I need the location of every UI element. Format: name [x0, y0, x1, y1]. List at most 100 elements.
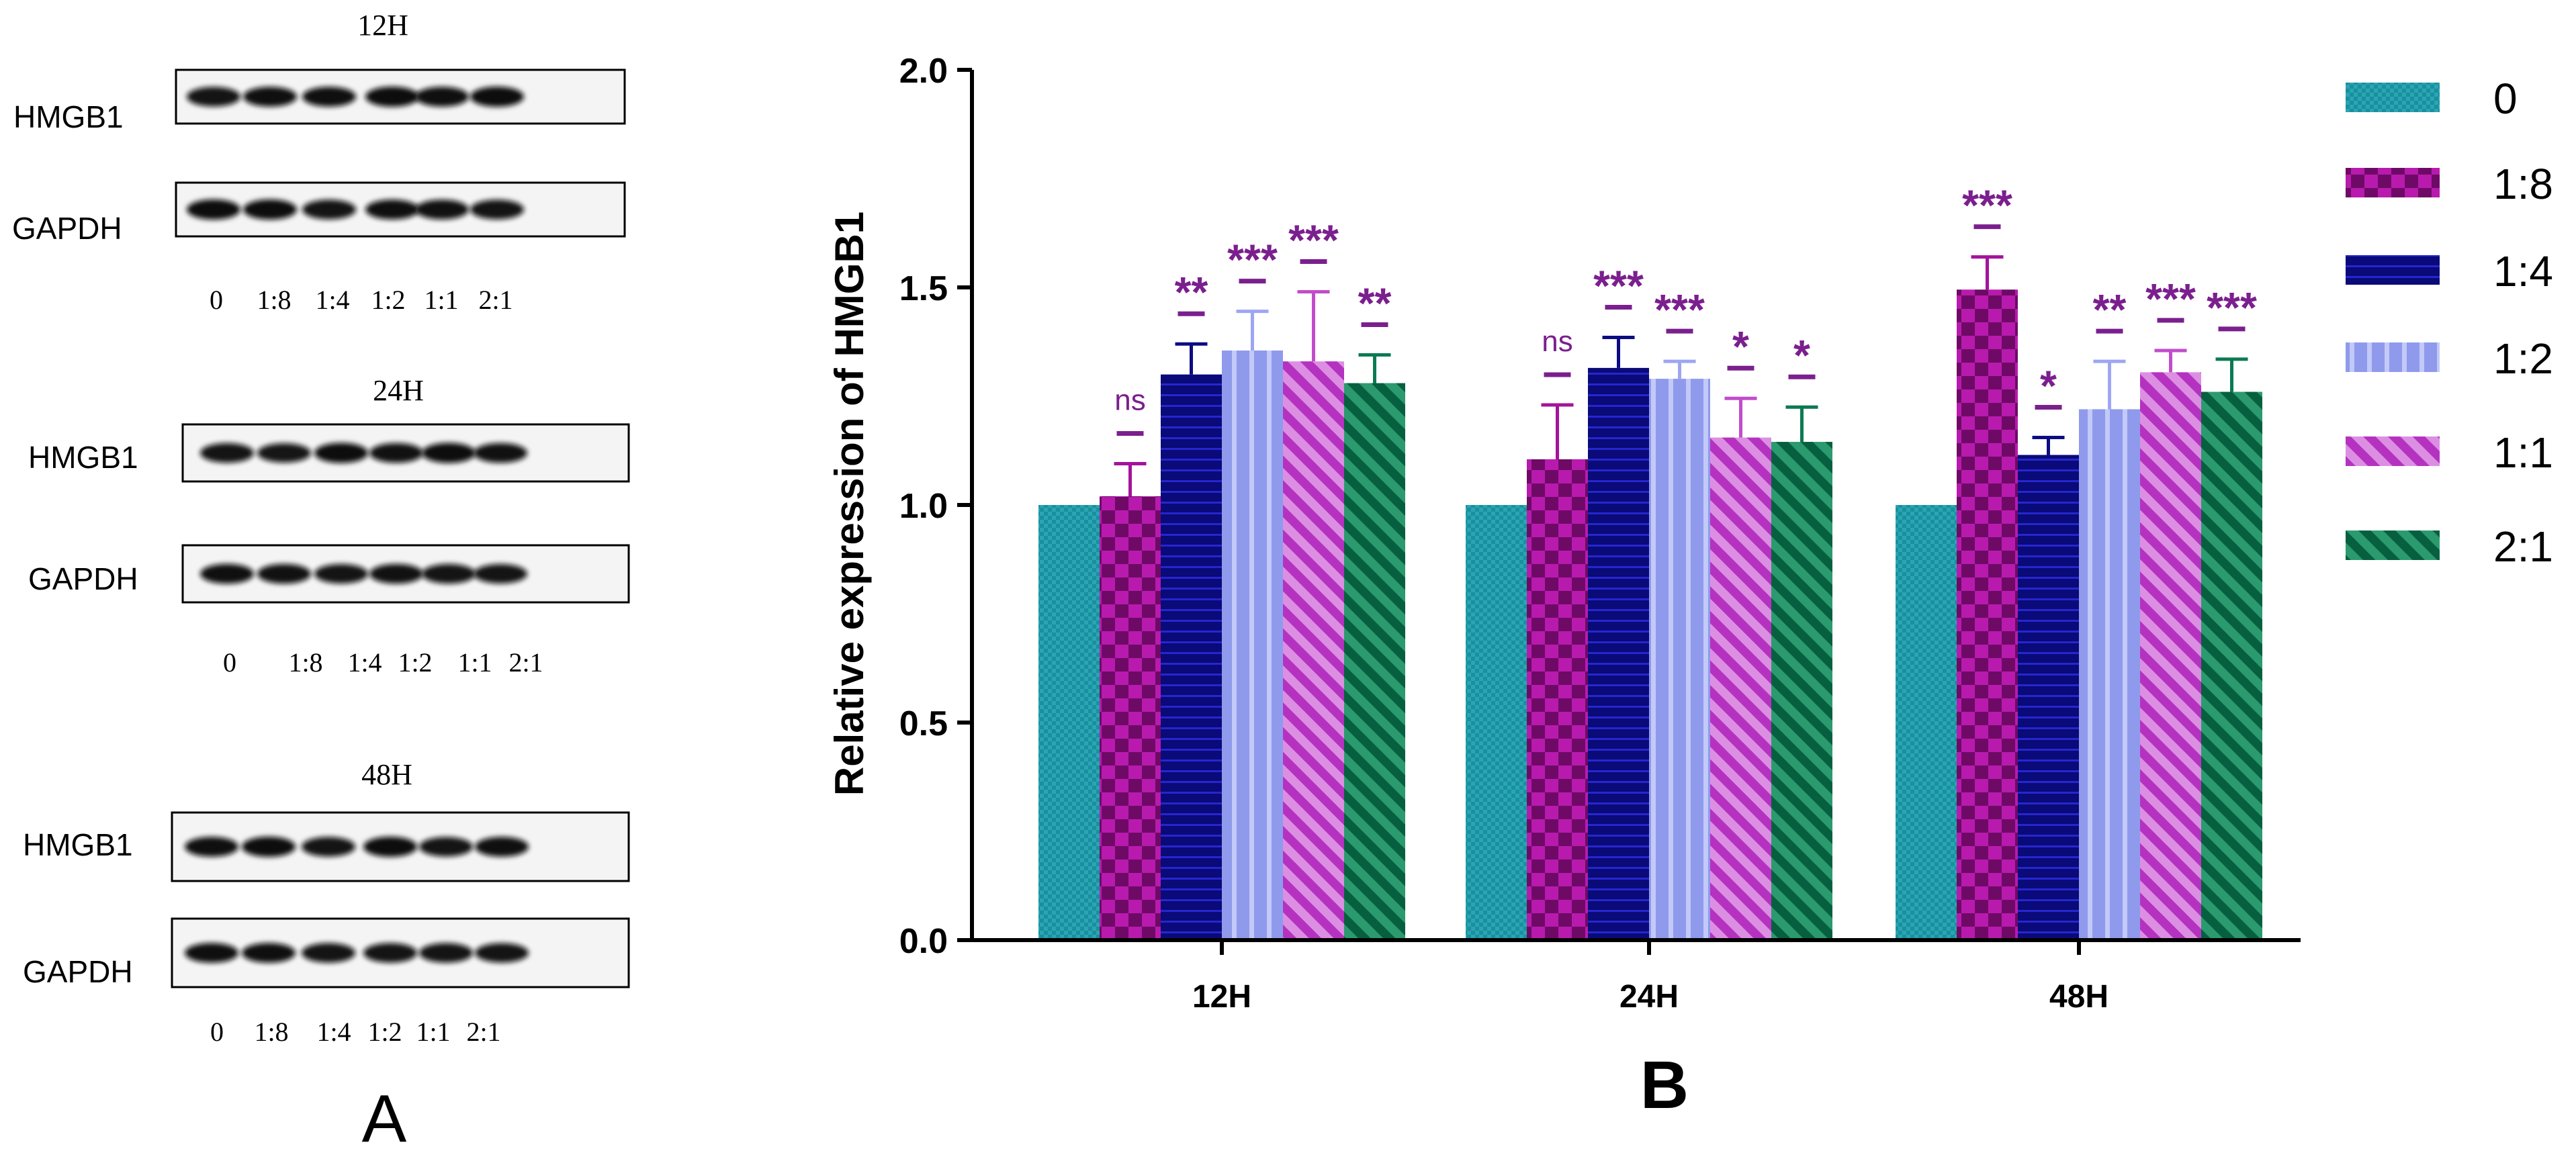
y-tick-label: 2.0: [899, 52, 948, 91]
bar-48H-1-2: [2079, 409, 2140, 940]
legend: 0 1:8 1:4 1:2 1:1 2:1: [2346, 75, 2553, 571]
band-hmgb1: [369, 443, 423, 463]
lane-label: 1:2: [398, 647, 432, 678]
lane-label: 1:2: [367, 1017, 402, 1047]
band-gapdh: [302, 943, 355, 963]
significance-label: **: [1358, 279, 1392, 327]
significance-label: ns: [1114, 383, 1145, 416]
y-tick-label: 1.0: [899, 487, 948, 526]
x-tick-label: 48H: [2049, 979, 2108, 1015]
lane-label: 1:1: [424, 285, 458, 315]
band-gapdh: [415, 199, 469, 220]
band-hmgb1: [302, 87, 356, 107]
band-gapdh: [314, 563, 368, 584]
band-hmgb1: [474, 443, 527, 463]
blot-24H: 24H HMGB1 GAPDH 0 1:8 1:4 1:2 1:1 2:1: [28, 374, 630, 678]
bar-24H-1-8: [1527, 459, 1588, 940]
band-hmgb1: [475, 837, 529, 857]
lane-label: 1:4: [347, 647, 382, 678]
band-hmgb1: [422, 443, 476, 463]
lane-label: 1:2: [371, 285, 405, 315]
bar-48H-0: [1896, 505, 1957, 940]
band-hmgb1: [187, 87, 240, 107]
legend-label: 1:4: [2493, 247, 2553, 295]
legend-item-1-2: 1:2: [2346, 334, 2553, 383]
error-bars-layer: [1114, 255, 2248, 497]
legend-item-0: 0: [2346, 75, 2518, 123]
legend-swatch: [2346, 436, 2440, 466]
significance-label: ***: [1288, 216, 1339, 264]
bar-12H-2-1: [1344, 383, 1405, 940]
panel-a-label: A: [362, 1081, 407, 1156]
lane-label: 1:1: [457, 647, 492, 678]
legend-swatch: [2346, 255, 2440, 285]
legend-label: 1:1: [2493, 428, 2553, 477]
band-gapdh: [242, 943, 296, 963]
row-label-target: HMGB1: [23, 827, 133, 862]
legend-label: 1:2: [2493, 334, 2553, 383]
bar-12H-1-4: [1161, 374, 1222, 940]
lane-label: 1:4: [316, 1017, 351, 1047]
band-hmgb1: [363, 837, 417, 857]
band-gapdh: [185, 943, 238, 963]
x-tick-label: 24H: [1619, 979, 1679, 1015]
bar-48H-1-8: [1957, 289, 2018, 940]
row-label-target: HMGB1: [28, 440, 138, 475]
significance-label: ***: [1654, 285, 1705, 334]
band-gapdh: [243, 199, 297, 220]
blot-time-title: 24H: [373, 374, 424, 407]
lane-label: 1:8: [288, 647, 322, 678]
legend-label: 1:8: [2493, 160, 2553, 208]
lane-label: 2:1: [466, 1017, 500, 1047]
lane-label: 2:1: [478, 285, 513, 315]
blot-12H: 12H HMGB1 GAPDH 0 1:8 1:4 1:2 1:1 2:1: [12, 9, 626, 315]
bar-48H-2-1: [2201, 391, 2262, 940]
bar-12H-1-1: [1283, 361, 1344, 940]
legend-swatch: [2346, 342, 2440, 372]
band-hmgb1: [242, 837, 296, 857]
band-gapdh: [470, 199, 524, 220]
row-label-control: GAPDH: [23, 954, 133, 989]
lane-label: 1:8: [254, 1017, 288, 1047]
y-axis-title: Relative expression of HMGB1: [827, 212, 872, 796]
significance-label: ***: [1227, 236, 1278, 284]
legend-label: 0: [2493, 75, 2518, 123]
legend-item-1-1: 1:1: [2346, 428, 2553, 477]
lane-label: 1:1: [416, 1017, 450, 1047]
band-hmgb1: [470, 87, 524, 107]
lane-label: 2:1: [508, 647, 543, 678]
row-label-control: GAPDH: [28, 561, 138, 596]
significance-label: **: [1175, 268, 1208, 316]
legend-label: 2:1: [2493, 522, 2553, 571]
bar-48H-1-1: [2140, 372, 2201, 940]
axes-layer: 0.0 0.5 1.0 1.5 2.0 12H 24H 48H: [899, 52, 2301, 1015]
significance-label: ***: [2207, 283, 2257, 332]
band-gapdh: [422, 563, 476, 584]
significance-label: ***: [1593, 262, 1644, 310]
significance-label: ns: [1542, 325, 1572, 358]
legend-item-1-4: 1:4: [2346, 247, 2553, 295]
bar-12H-1-8: [1100, 496, 1161, 940]
lane-label: 0: [210, 1017, 224, 1047]
bar-24H-0: [1466, 505, 1527, 940]
band-hmgb1: [200, 443, 254, 463]
western-blot-panel: 12H HMGB1 GAPDH 0 1:8 1:4 1:2 1:1 2:1 24H HMGB1 GAP…: [12, 9, 630, 1047]
bar-24H-1-4: [1588, 367, 1649, 940]
x-tick-label: 12H: [1192, 979, 1251, 1015]
significance-label: ***: [2145, 275, 2196, 323]
y-tick-label: 0.5: [899, 704, 948, 743]
blot-48H: 48H HMGB1 GAPDH 0 1:8 1:4 1:2 1:1 2:1: [23, 758, 630, 1047]
bar-24H-2-1: [1771, 442, 1832, 940]
band-gapdh: [365, 199, 419, 220]
legend-item-2-1: 2:1: [2346, 522, 2553, 571]
lane-label: 0: [223, 647, 236, 678]
panel-b-label: B: [1640, 1048, 1689, 1123]
significance-label: **: [2093, 285, 2127, 334]
bar-24H-1-2: [1649, 379, 1710, 940]
band-gapdh: [257, 563, 311, 584]
lane-label: 1:4: [315, 285, 349, 315]
bar-12H-1-2: [1222, 350, 1283, 940]
band-hmgb1: [185, 837, 238, 857]
band-gapdh: [475, 943, 529, 963]
band-hmgb1: [257, 443, 311, 463]
